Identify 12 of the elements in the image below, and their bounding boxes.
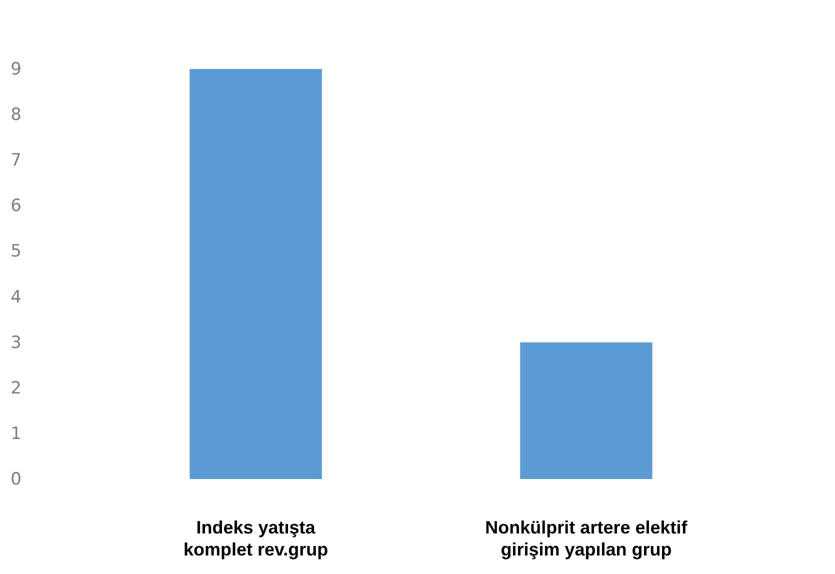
y-tick-label: 9 bbox=[10, 60, 22, 80]
x-tick-label: Nonkülprit artere elektif girişim yapılan grup bbox=[485, 518, 688, 560]
x-tick-label: Indeks yatışta komplet rev.grup bbox=[183, 518, 328, 560]
y-tick-label: 4 bbox=[10, 287, 22, 308]
y-tick-label: 2 bbox=[10, 378, 22, 398]
y-tick-label: 5 bbox=[10, 242, 22, 262]
y-tick-label: 3 bbox=[10, 332, 22, 353]
y-tick-label: 1 bbox=[10, 424, 22, 444]
y-tick-label: 6 bbox=[10, 196, 22, 216]
y-tick-label: 0 bbox=[10, 470, 22, 490]
y-tick-label: 8 bbox=[10, 105, 22, 126]
y-tick-label: 7 bbox=[10, 150, 22, 171]
